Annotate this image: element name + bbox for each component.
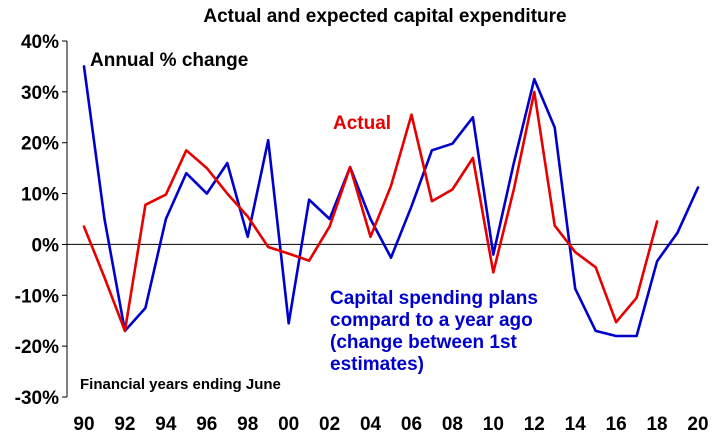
y-tick-label: 30% — [21, 83, 59, 104]
x-tick-label: 12 — [524, 414, 545, 435]
x-tick-label: 90 — [73, 414, 94, 435]
x-tick-label: 10 — [483, 414, 504, 435]
y-tick-label: -30% — [15, 388, 59, 409]
y-tick-label: 10% — [21, 185, 59, 206]
x-tick-label: 00 — [278, 414, 299, 435]
series-line-plans — [82, 65, 700, 338]
x-tick-label: 04 — [360, 414, 382, 435]
series-label-actual: Actual — [333, 113, 391, 134]
x-tick-label: 02 — [319, 414, 340, 435]
chart-title: Actual and expected capital expenditure — [203, 6, 566, 27]
x-tick-label: 94 — [155, 414, 177, 435]
series-label-plans-line: (change between 1st — [330, 332, 518, 353]
x-tick-label: 16 — [606, 414, 627, 435]
series-label-plans-line: estimates) — [330, 354, 424, 375]
x-tick-label: 20 — [687, 414, 708, 435]
x-tick-label: 14 — [565, 414, 587, 435]
series-line-actual — [82, 90, 659, 333]
y-tick-label: 0% — [32, 235, 60, 256]
y-tick-label: -20% — [15, 337, 59, 358]
y-tick-label: 20% — [21, 134, 59, 155]
series-label-plans-line: compard to a year ago — [330, 310, 533, 331]
y-tick-label: -10% — [15, 286, 59, 307]
x-tick-label: 98 — [237, 414, 258, 435]
x-tick-label: 92 — [114, 414, 135, 435]
x-tick-label: 18 — [646, 414, 667, 435]
footnote: Financial years ending June — [80, 376, 281, 393]
y-tick-label: 40% — [21, 32, 59, 53]
x-tick-label: 08 — [442, 414, 463, 435]
units-annotation: Annual % change — [90, 50, 248, 71]
series-label-plans-line: Capital spending plans — [330, 288, 538, 309]
x-tick-label: 96 — [196, 414, 217, 435]
x-tick-label: 06 — [401, 414, 422, 435]
plot-area: 40% 30% 20% 10% 0% -10% -20% -30% 90 92 94 96 98 00 02… — [15, 32, 709, 435]
